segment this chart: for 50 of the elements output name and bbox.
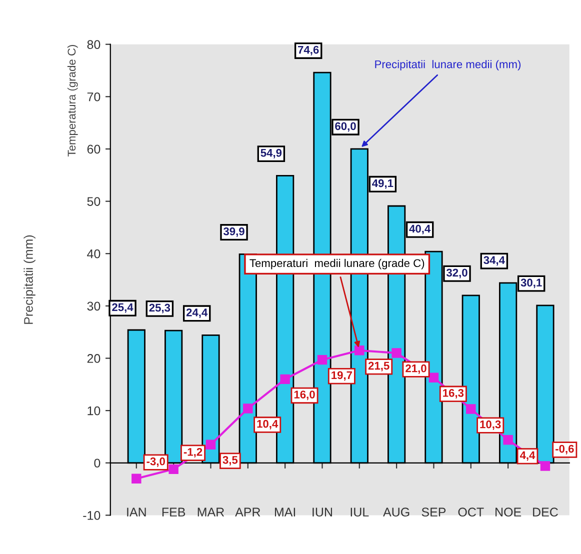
data-label: 39,9: [223, 227, 244, 237]
data-label: 3,5: [222, 456, 238, 466]
x-tick-label: SEP: [422, 508, 446, 517]
data-label: 21,5: [368, 362, 390, 372]
data-label: 10,3: [480, 420, 501, 430]
y-tick-label: 80: [87, 40, 100, 49]
y-tick-label: 70: [87, 92, 100, 102]
x-tick-label: MAR: [198, 508, 224, 516]
data-label: 25,3: [149, 304, 170, 314]
data-label: 16,3: [443, 389, 464, 398]
data-label: 34,4: [484, 256, 505, 266]
annotation: Precipitatii lunare medii (mm): [375, 60, 521, 70]
data-label: 19,7: [332, 371, 352, 381]
x-tick-label: IUL: [350, 508, 369, 517]
y-tick-label: 20: [87, 354, 100, 363]
data-label: -1,2: [184, 448, 202, 458]
y-tick-label: 10: [88, 406, 100, 416]
y-axis-title: Precipitatii (mm): [24, 235, 36, 324]
x-tick-label: FEB: [162, 508, 186, 516]
y-tick-label: 50: [87, 197, 100, 206]
data-label: -3,0: [146, 457, 165, 467]
data-label: 54,9: [260, 148, 282, 158]
data-label: 74,6: [298, 46, 319, 56]
y-tick-label: 40: [87, 249, 100, 258]
text: Temperatura (grade C): [67, 45, 78, 156]
y-tick-label: 30: [87, 302, 100, 311]
data-label: 49,1: [372, 179, 394, 189]
x-tick-label: APR: [235, 508, 260, 516]
x-tick-label: NOE: [496, 508, 522, 517]
data-label: 60,0: [335, 122, 356, 132]
data-label: 10,4: [257, 420, 278, 430]
data-label: 40,4: [409, 224, 431, 234]
data-label: 32,0: [446, 268, 468, 278]
x-tick-label: DEC: [533, 508, 558, 517]
data-label: -0,6: [556, 444, 574, 454]
data-label: 4,4: [520, 451, 536, 461]
y-tick-label: 0: [94, 458, 100, 468]
y-tick-label: 60: [87, 144, 100, 154]
annotation: Temperaturi medii lunare (grade C): [250, 258, 424, 270]
x-tick-label: IAN: [127, 508, 146, 516]
data-label: 30,1: [520, 278, 542, 288]
x-tick-label: AUG: [383, 508, 410, 517]
data-label: 21,0: [406, 364, 426, 374]
data-label: 24,4: [186, 308, 208, 318]
data-label: 25,4: [112, 303, 134, 313]
x-tick-label: IUN: [312, 508, 332, 517]
x-tick-label: OCT: [458, 508, 484, 517]
data-label: 16,0: [294, 390, 315, 400]
x-tick-label: MAI: [274, 508, 296, 516]
y-tick-label: -10: [83, 511, 100, 520]
